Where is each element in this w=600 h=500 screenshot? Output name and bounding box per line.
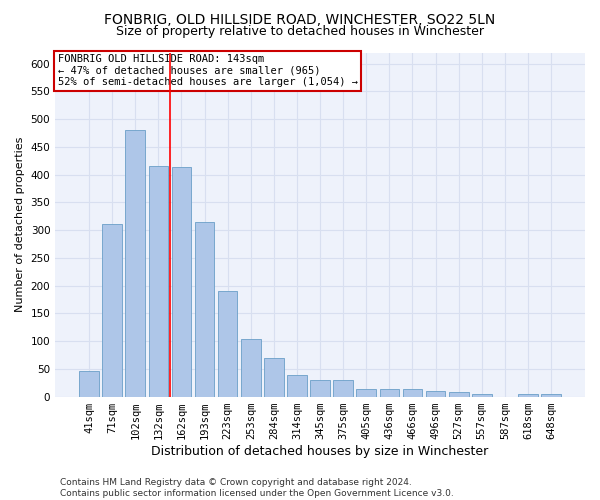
X-axis label: Distribution of detached houses by size in Winchester: Distribution of detached houses by size …: [151, 444, 489, 458]
Text: Size of property relative to detached houses in Winchester: Size of property relative to detached ho…: [116, 25, 484, 38]
Text: FONBRIG OLD HILLSIDE ROAD: 143sqm
← 47% of detached houses are smaller (965)
52%: FONBRIG OLD HILLSIDE ROAD: 143sqm ← 47% …: [58, 54, 358, 88]
Bar: [103, 224, 122, 396]
Bar: [287, 376, 307, 396]
Bar: [310, 380, 330, 396]
Bar: [449, 392, 469, 396]
Bar: [172, 168, 191, 396]
Bar: [380, 390, 399, 396]
Bar: [125, 130, 145, 396]
Bar: [334, 380, 353, 396]
Bar: [195, 222, 214, 396]
Bar: [518, 394, 538, 396]
Bar: [149, 166, 168, 396]
Bar: [218, 291, 238, 397]
Bar: [79, 371, 99, 396]
Bar: [426, 391, 445, 396]
Bar: [472, 394, 491, 396]
Bar: [356, 389, 376, 396]
Text: Contains HM Land Registry data © Crown copyright and database right 2024.
Contai: Contains HM Land Registry data © Crown c…: [60, 478, 454, 498]
Text: FONBRIG, OLD HILLSIDE ROAD, WINCHESTER, SO22 5LN: FONBRIG, OLD HILLSIDE ROAD, WINCHESTER, …: [104, 12, 496, 26]
Y-axis label: Number of detached properties: Number of detached properties: [15, 137, 25, 312]
Bar: [541, 394, 561, 396]
Bar: [403, 389, 422, 396]
Bar: [264, 358, 284, 397]
Bar: [241, 340, 260, 396]
